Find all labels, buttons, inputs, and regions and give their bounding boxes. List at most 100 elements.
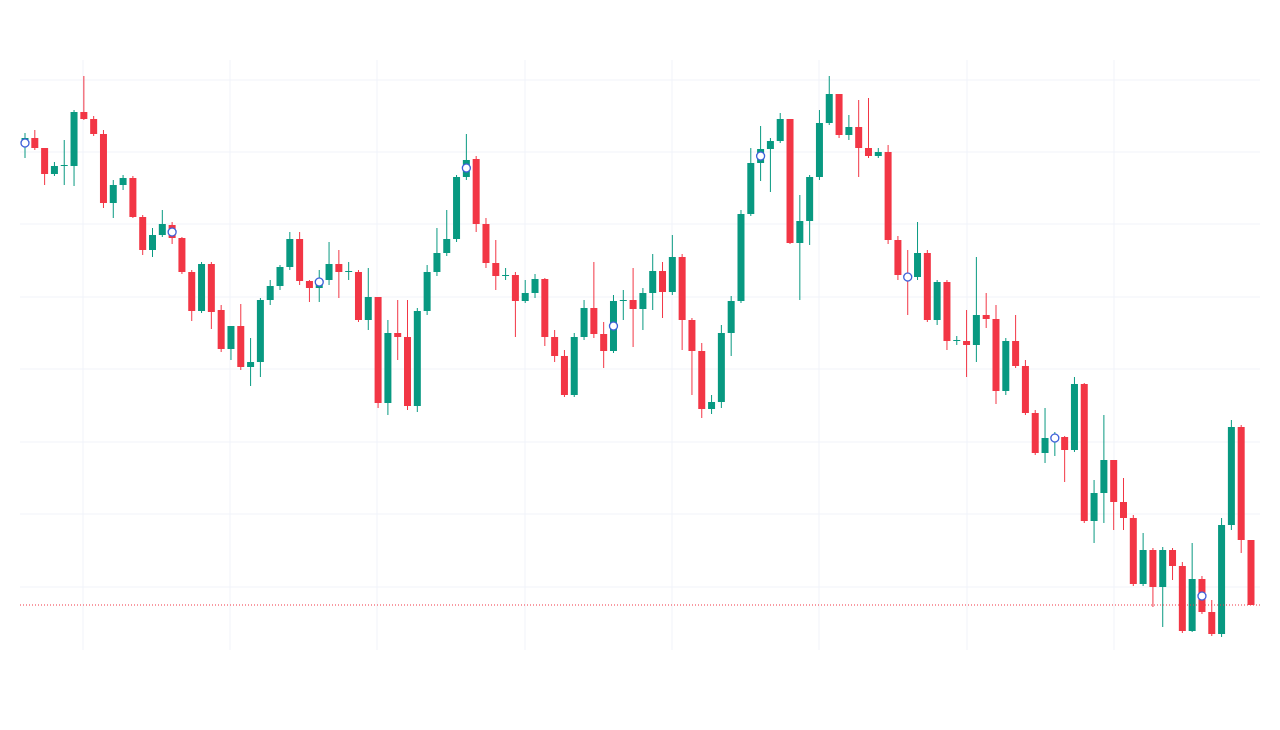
candle-body [60,165,68,166]
candle-body [531,279,539,293]
marker [755,151,766,161]
candle-body [972,315,980,345]
candle-body [894,240,902,275]
candle-body [1218,525,1226,634]
candle-body [1227,427,1235,525]
candle-body [70,112,78,166]
candle-body [1031,413,1039,453]
candle-body [227,326,235,349]
candle-body [90,119,98,134]
candle-body [796,221,804,243]
candle-body [766,141,774,149]
candle-body [845,127,853,135]
candle-body [786,119,794,243]
candle-body [1178,566,1186,631]
marker [608,321,619,331]
candle-body [492,263,500,276]
candle-body [1041,438,1049,453]
candle-body [1159,550,1167,587]
candle-body [776,119,784,141]
candle-body [708,402,716,409]
candle-body [413,311,421,406]
candle-body [1012,341,1020,366]
candle-body [276,267,284,286]
candle-body [747,163,755,214]
candle-body [149,235,157,250]
candle-body [41,148,49,174]
candle-body [364,297,372,320]
candle-body [923,253,931,320]
candle-body [727,301,735,333]
candle-body [659,271,667,292]
candle-body [668,257,676,292]
marker [461,163,472,173]
candle-body [511,275,519,301]
candle-body [855,127,863,148]
candle-body [354,272,362,320]
candle-body [1110,460,1118,502]
marker [1050,433,1060,443]
candle-body [384,333,392,403]
candle-body [80,112,88,119]
candle-body [109,185,117,203]
candle-body [600,334,608,351]
candle-body [423,272,431,311]
candle-body [325,264,333,280]
candle-body [217,310,225,349]
candle-body [266,286,274,300]
candle-body [247,362,255,367]
candle-body [698,351,706,409]
candle-body [482,224,490,263]
candle-body [1090,493,1098,521]
candle-body [188,272,196,311]
candle-body [815,123,823,177]
candle-body [825,94,833,123]
candle-body [433,253,441,272]
marker [903,272,913,282]
candle-body [943,282,951,341]
candle-body [119,178,127,185]
candle-body [99,134,107,203]
candle-body [649,271,657,293]
candle-body [580,308,588,337]
candle-body [717,333,725,402]
candle-body [1169,550,1177,566]
candle-body [443,239,451,253]
candle-body [570,337,578,395]
candle-body [541,279,549,337]
candle-body [1070,384,1078,450]
candle-body [305,281,313,288]
candle-body [335,264,343,272]
candle-body [31,138,39,148]
candle-body [619,300,627,301]
candle-body [1139,550,1147,584]
candle-body [237,326,245,367]
candle-body [453,177,461,239]
marker [20,138,30,148]
candle-body [1208,612,1216,634]
candle-body [1237,427,1245,540]
candle-body [737,214,745,301]
candle-body [806,177,814,221]
candle-body [158,224,166,235]
candle-body [1021,366,1029,413]
candle-body [502,275,510,276]
candle-body [394,333,402,337]
candle-body [50,166,58,174]
candle-body [1149,550,1157,587]
candle-body [884,152,892,240]
candle-body [874,152,882,156]
candle-body [992,319,1000,391]
candle-body [639,293,647,309]
candle-body [1080,384,1088,521]
candle-body [953,340,961,341]
candle-body [472,159,480,224]
candle-body [374,297,382,403]
candle-body [129,178,137,217]
candle-body [590,308,598,334]
candle-body [914,253,922,277]
candle-body [1100,460,1108,493]
marker [1197,591,1207,601]
candle-body [256,300,264,362]
